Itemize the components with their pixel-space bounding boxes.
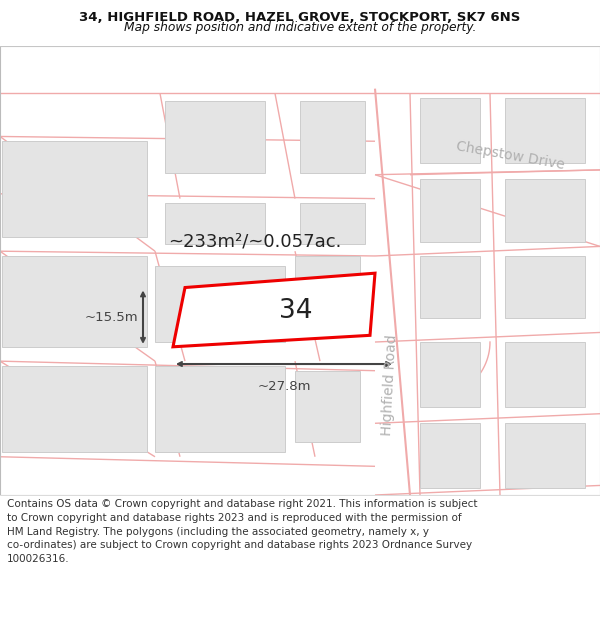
Text: 34: 34 — [279, 298, 313, 324]
Polygon shape — [420, 423, 480, 488]
Polygon shape — [2, 366, 147, 452]
Text: Contains OS data © Crown copyright and database right 2021. This information is : Contains OS data © Crown copyright and d… — [7, 499, 478, 564]
Polygon shape — [505, 256, 585, 318]
Polygon shape — [505, 179, 585, 242]
Text: ~233m²/~0.057ac.: ~233m²/~0.057ac. — [169, 232, 341, 251]
Text: ~27.8m: ~27.8m — [257, 380, 311, 393]
Polygon shape — [300, 101, 365, 172]
Text: Map shows position and indicative extent of the property.: Map shows position and indicative extent… — [124, 21, 476, 34]
Polygon shape — [420, 256, 480, 318]
Polygon shape — [2, 141, 147, 237]
Polygon shape — [505, 342, 585, 407]
Polygon shape — [505, 98, 585, 163]
Polygon shape — [420, 98, 480, 163]
Polygon shape — [2, 256, 147, 347]
Polygon shape — [165, 203, 265, 244]
Polygon shape — [505, 423, 585, 488]
Text: Chepstow Drive: Chepstow Drive — [455, 139, 565, 172]
Text: ~15.5m: ~15.5m — [85, 311, 138, 324]
Polygon shape — [165, 101, 265, 172]
Polygon shape — [420, 342, 480, 407]
Polygon shape — [155, 266, 285, 342]
Text: Highfield Road: Highfield Road — [380, 334, 400, 436]
Polygon shape — [300, 203, 365, 244]
Polygon shape — [295, 371, 360, 442]
Polygon shape — [295, 256, 360, 318]
Polygon shape — [155, 366, 285, 452]
Polygon shape — [173, 273, 375, 347]
Polygon shape — [420, 179, 480, 242]
Text: 34, HIGHFIELD ROAD, HAZEL GROVE, STOCKPORT, SK7 6NS: 34, HIGHFIELD ROAD, HAZEL GROVE, STOCKPO… — [79, 11, 521, 24]
